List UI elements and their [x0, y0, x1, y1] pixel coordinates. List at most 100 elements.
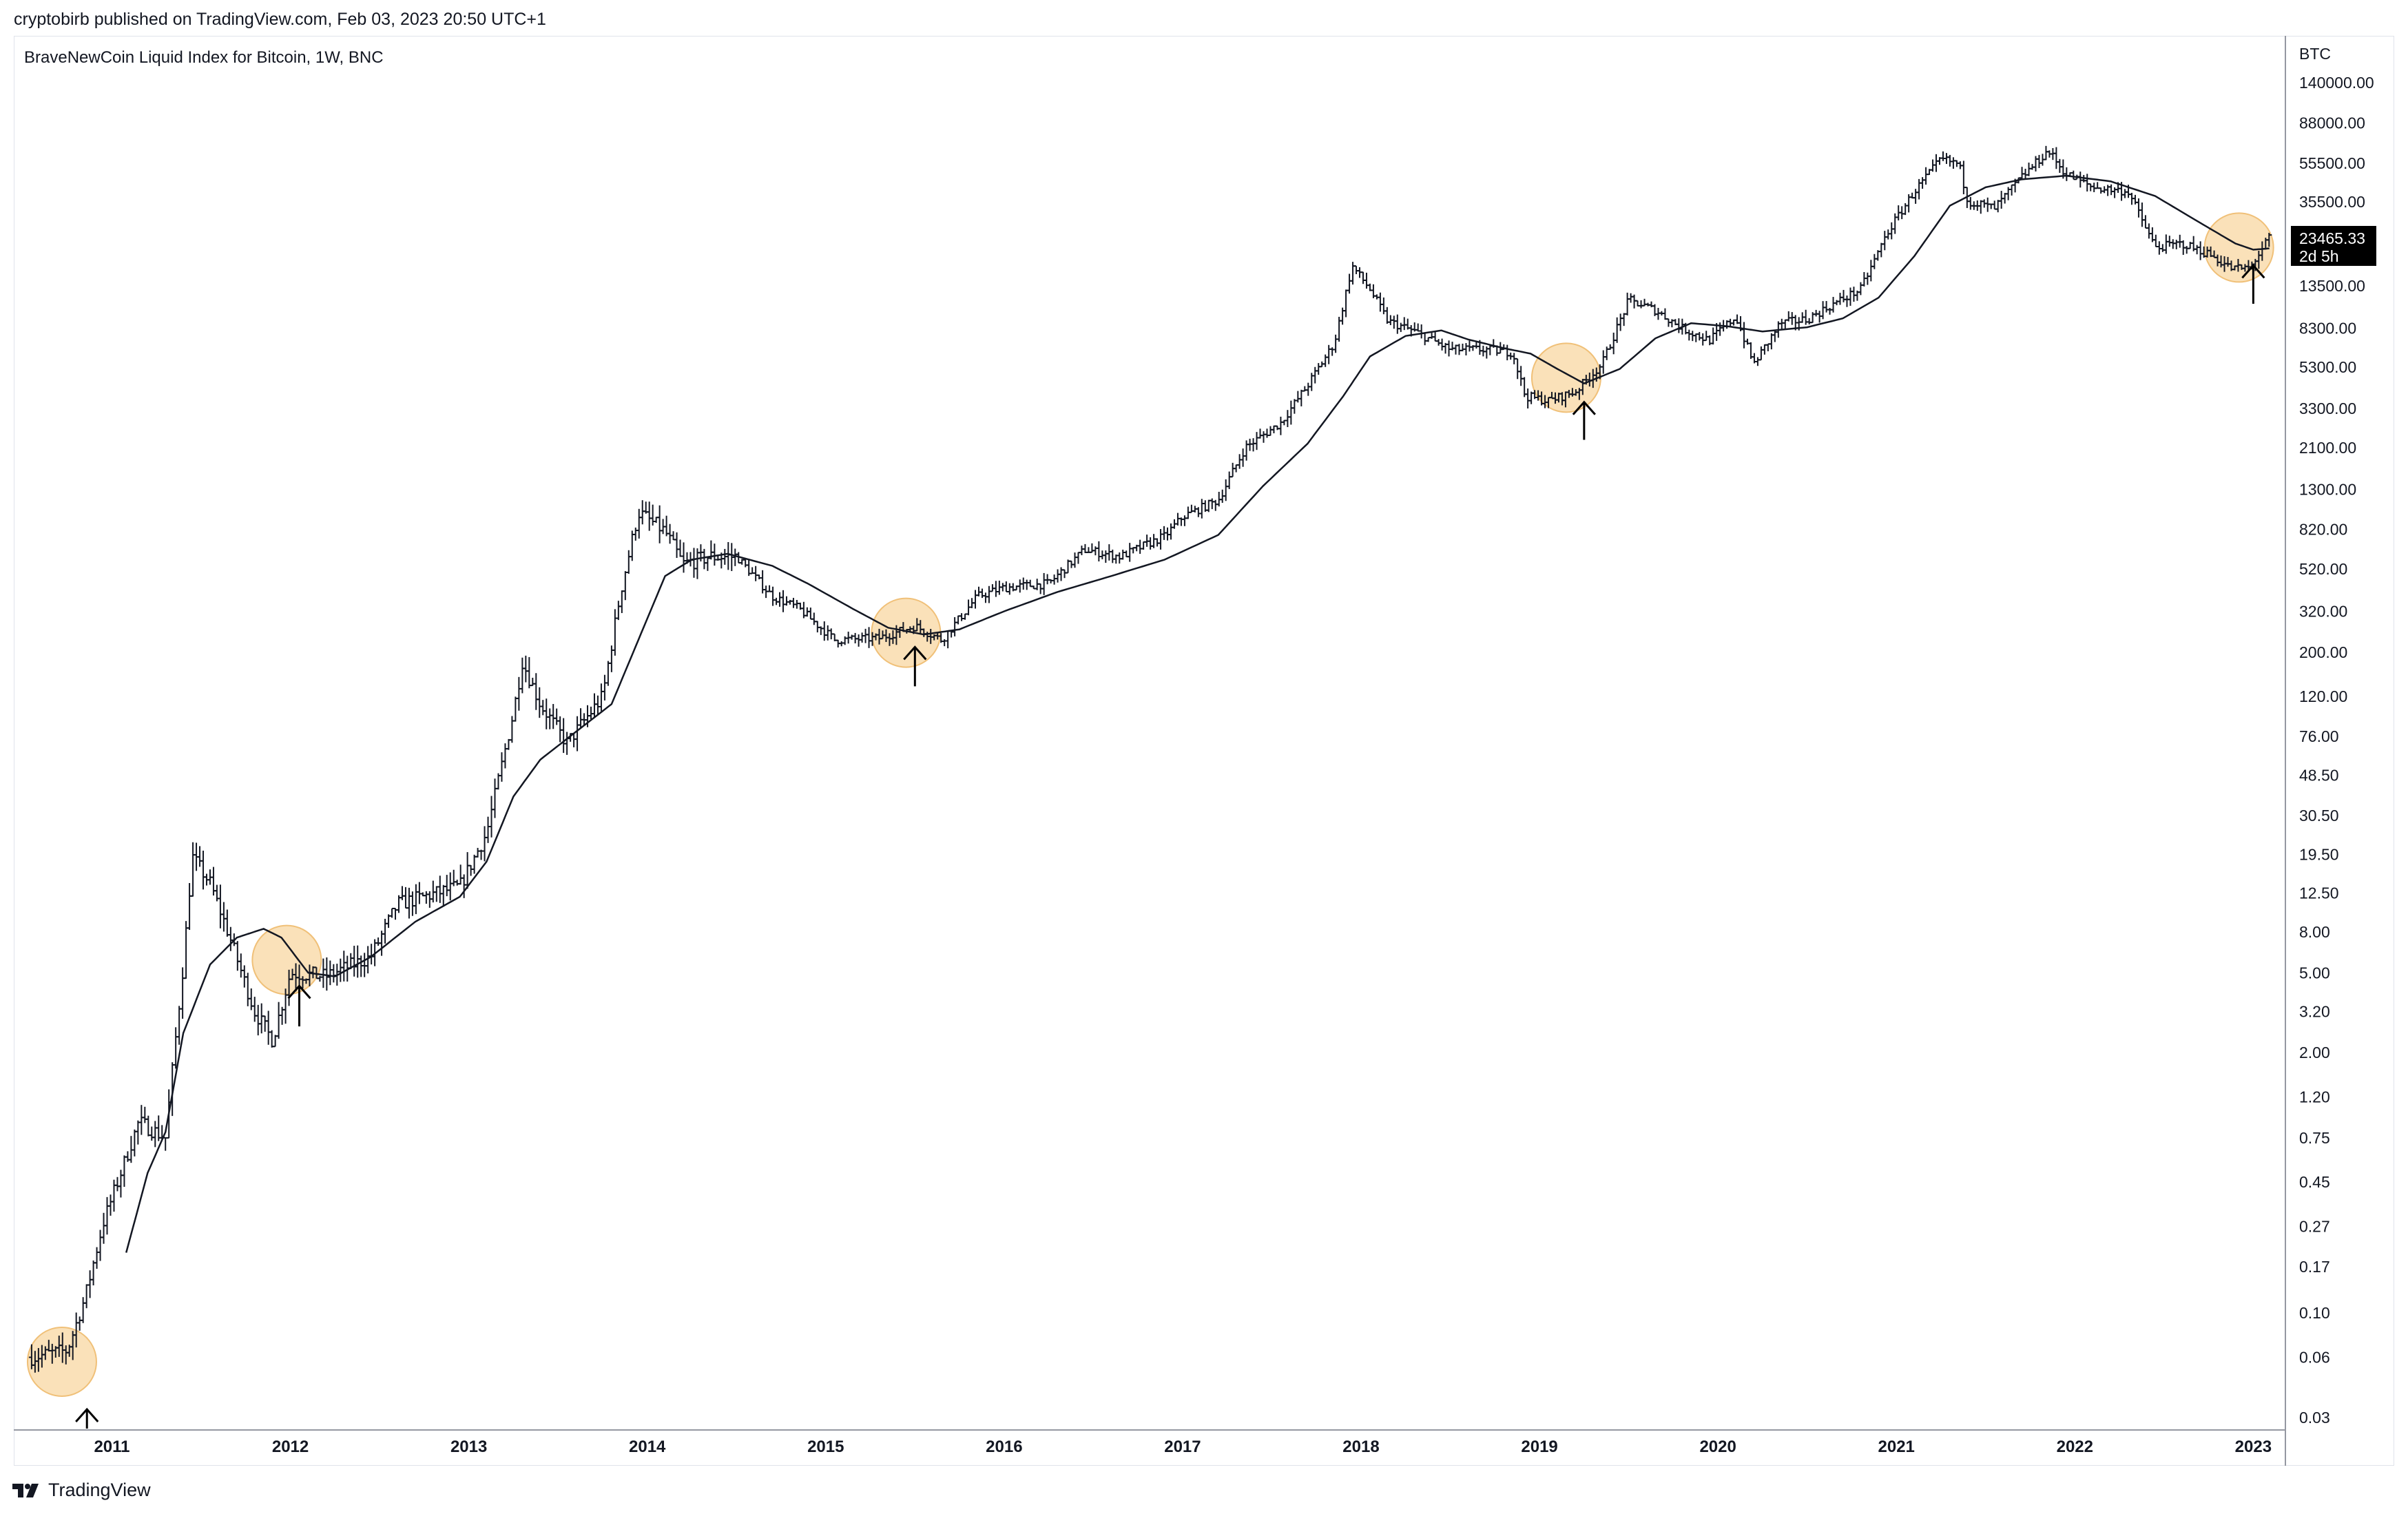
ohlc-bar: [790, 597, 796, 608]
ohlc-bar: [1226, 471, 1232, 490]
symbol-title[interactable]: BraveNewCoin Liquid Index for Bitcoin, 1…: [24, 48, 384, 67]
ohlc-bar: [955, 615, 962, 625]
ohlc-bar: [725, 541, 731, 570]
ohlc-bar: [104, 1196, 110, 1235]
ohlc-bar: [406, 887, 412, 919]
ohlc-bar: [1899, 206, 1905, 220]
ohlc-bar: [1754, 357, 1761, 366]
ohlc-bar: [413, 884, 419, 915]
ohlc-bar: [1384, 307, 1390, 324]
ohlc-bar: [1110, 549, 1116, 563]
ohlc-bar: [537, 687, 543, 718]
ohlc-bar: [523, 655, 529, 683]
ohlc-bar: [2170, 239, 2176, 249]
ohlc-bar: [488, 796, 495, 838]
ohlc-bar: [1151, 534, 1157, 548]
ohlc-bar: [502, 743, 508, 769]
y-tick-label: 200.00: [2299, 643, 2347, 661]
ohlc-bar: [1782, 319, 1788, 329]
arrow-head: [903, 645, 927, 661]
ohlc-bar: [1813, 309, 1819, 317]
ohlc-bar: [2009, 184, 2015, 196]
ohlc-bar: [471, 854, 477, 874]
ohlc-bar: [382, 918, 388, 944]
ohlc-bar: [543, 698, 550, 729]
x-tick-label: 2012: [272, 1438, 309, 1456]
ohlc-bar: [444, 875, 450, 897]
ohlc-bar: [220, 902, 227, 932]
ohlc-bar: [2173, 240, 2179, 249]
ohlc-bar: [701, 548, 707, 570]
ohlc-bar: [1061, 569, 1068, 579]
ohlc-bar: [547, 708, 553, 729]
ohlc-bar: [1614, 317, 1620, 343]
ohlc-bar: [1967, 197, 1973, 210]
ohlc-bar: [1837, 293, 1843, 305]
ohlc-bar: [1072, 552, 1078, 568]
highlight-circles: [26, 212, 2274, 1397]
y-tick-label: 5.00: [2299, 964, 2330, 982]
ohlc-bar: [245, 973, 251, 1006]
y-tick-label: 3300.00: [2299, 400, 2356, 417]
ohlc-bar: [402, 886, 408, 909]
ohlc-bar: [1055, 569, 1061, 583]
ohlc-bar: [516, 676, 522, 711]
ohlc-bar: [1710, 327, 1716, 345]
y-tick-label: 0.17: [2299, 1258, 2330, 1276]
ohlc-bar: [1205, 499, 1212, 512]
ohlc-bar: [2142, 215, 2148, 229]
ohlc-bar: [481, 826, 488, 862]
ohlc-bar: [1820, 301, 1826, 320]
ohlc-bar: [440, 884, 446, 907]
last-price-value: 23465.33: [2299, 229, 2365, 247]
ohlc-bar: [807, 608, 813, 620]
ohlc-bar: [248, 988, 254, 1010]
ohlc-bar: [2139, 203, 2145, 227]
ohlc-bar: [1978, 200, 1984, 214]
ohlc-bar: [1995, 200, 2001, 213]
ohlc-bar: [2183, 246, 2190, 254]
ohlc-bar: [145, 1115, 152, 1137]
ohlc-bar: [152, 1121, 158, 1148]
ohlc-bar: [1933, 154, 1940, 172]
ohlc-bar: [1923, 167, 1929, 185]
ohlc-bar: [2002, 193, 2008, 204]
ohlc-bar: [1017, 579, 1023, 593]
ohlc-bar: [1991, 200, 1997, 210]
ohlc-bar: [2163, 234, 2169, 254]
ohlc-bar: [636, 508, 642, 539]
ohlc-bar: [262, 1015, 268, 1032]
ohlc-bar: [97, 1230, 103, 1261]
x-tick-label: 2018: [1342, 1438, 1379, 1456]
x-axis-ticks[interactable]: 2011 2012 2013 2014 2015 2016 2017 2018 2019 2020…: [94, 1438, 2272, 1456]
ohlc-bar: [622, 571, 628, 601]
tradingview-logo[interactable]: TradingView: [12, 1480, 151, 1501]
ohlc-bar: [1600, 350, 1606, 374]
ohlc-bar: [554, 708, 560, 725]
ohlc-bar: [433, 886, 439, 902]
ohlc-bar: [234, 941, 240, 971]
ohlc-bar: [409, 891, 415, 916]
y-tick-label: 0.10: [2299, 1304, 2330, 1322]
ohlc-bar: [1871, 253, 1878, 269]
ohlc-bar: [1830, 297, 1836, 313]
ohlc-bar: [217, 884, 223, 929]
ohlc-bar: [601, 674, 608, 701]
ohlc-bar: [2088, 183, 2094, 191]
ohlc-bar: [1343, 289, 1349, 318]
ohlc-bar: [650, 504, 656, 526]
ohlc-bar: [351, 946, 357, 977]
ohlc-bar: [1291, 399, 1298, 414]
ohlc-bar: [118, 1170, 124, 1198]
ohlc-bar: [1243, 440, 1249, 461]
ohlc-bar: [190, 842, 196, 897]
y-axis-ticks[interactable]: 140000.00 88000.00 55500.00 35500.00 13500.0…: [2299, 74, 2374, 1427]
ohlc-bar: [457, 864, 464, 885]
ohlc-bar: [1700, 333, 1706, 346]
ohlc-bar: [1267, 426, 1274, 436]
ohlc-bar: [1127, 543, 1133, 562]
ohlc-bar: [200, 850, 207, 890]
ohlc-bar: [691, 548, 697, 578]
ohlc-bar: [389, 907, 395, 918]
